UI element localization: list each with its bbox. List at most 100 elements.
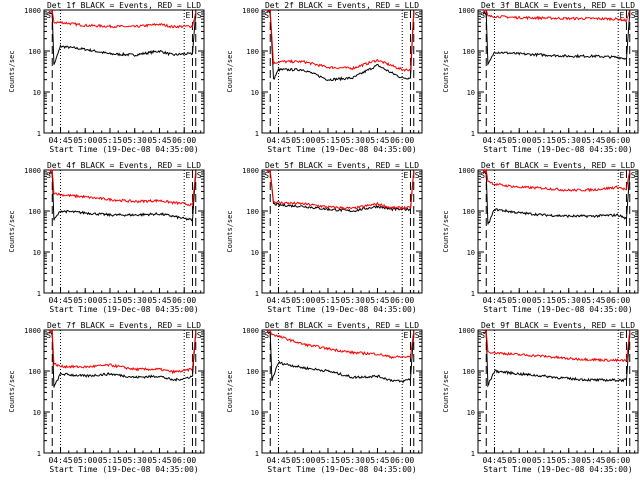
- end-marker: E: [185, 11, 190, 20]
- y-tick-label: 10: [467, 89, 475, 97]
- y-axis-label: Counts/sec: [442, 370, 450, 412]
- x-tick-label: 04:45: [266, 296, 290, 305]
- end-marker: E: [619, 331, 624, 340]
- x-tick-label: 05:45: [581, 136, 605, 145]
- start-marker: S: [264, 171, 269, 180]
- x-tick-label: 05:15: [316, 136, 340, 145]
- x-tick-label: 05:15: [316, 456, 340, 465]
- x-axis-label: Start Time (19-Dec-08 04:35:00): [267, 305, 416, 314]
- x-tick-label: 06:00: [172, 296, 196, 305]
- end-marker: E: [185, 331, 190, 340]
- x-tick-label: 05:00: [73, 136, 97, 145]
- x-tick-label: 05:45: [147, 456, 171, 465]
- start-marker: S: [415, 11, 420, 20]
- y-tick-label: 1: [37, 130, 41, 138]
- lld-series-line: [266, 329, 415, 360]
- start-marker: S: [480, 11, 485, 20]
- y-axis-label: Counts/sec: [226, 50, 234, 92]
- panel-det-4f: Det 4f BLACK = Events, RED = LLD 1 10 100 10…: [8, 161, 205, 314]
- x-tick-label: 05:45: [365, 296, 389, 305]
- x-axis-label: Start Time (19-Dec-08 04:35:00): [49, 305, 198, 314]
- y-tick-label: 100: [462, 208, 475, 216]
- panel-title: Det 8f BLACK = Events, RED = LLD: [265, 321, 419, 330]
- x-tick-label: 05:15: [532, 136, 556, 145]
- x-tick-label: 05:30: [341, 136, 365, 145]
- y-tick-label: 1: [255, 290, 259, 298]
- end-marker: E: [619, 11, 624, 20]
- panel-det-9f: Det 9f BLACK = Events, RED = LLD 1 10 100 10…: [442, 321, 639, 474]
- x-axis-label: Start Time (19-Dec-08 04:35:00): [267, 465, 416, 474]
- plot-frame: [477, 329, 639, 454]
- y-axis-label: Counts/sec: [8, 370, 16, 412]
- y-axis-label: Counts/sec: [442, 50, 450, 92]
- panel-det-8f: Det 8f BLACK = Events, RED = LLD 1 10 100 10…: [226, 321, 423, 474]
- x-tick-label: 05:00: [291, 456, 315, 465]
- end-marker: E: [619, 171, 624, 180]
- x-tick-label: 05:00: [291, 296, 315, 305]
- x-tick-label: 04:45: [266, 136, 290, 145]
- y-tick-label: 100: [462, 48, 475, 56]
- x-tick-label: 05:00: [507, 296, 531, 305]
- x-axis-label: Start Time (19-Dec-08 04:35:00): [483, 145, 632, 154]
- x-tick-label: 05:30: [557, 296, 581, 305]
- y-tick-label: 10: [467, 249, 475, 257]
- plot-frame: [477, 9, 639, 134]
- events-series-line: [48, 331, 197, 388]
- plot-frame: [43, 329, 205, 454]
- end-marker: E: [403, 331, 408, 340]
- start-marker: S: [480, 171, 485, 180]
- start-marker: S: [197, 11, 202, 20]
- y-tick-label: 1: [37, 450, 41, 458]
- y-tick-label: 1000: [458, 7, 475, 15]
- y-tick-label: 1000: [242, 7, 259, 15]
- events-series-line: [266, 170, 415, 213]
- x-tick-label: 04:45: [482, 296, 506, 305]
- events-series-line: [48, 171, 197, 222]
- y-tick-label: 100: [246, 208, 259, 216]
- start-marker: S: [415, 171, 420, 180]
- y-tick-label: 100: [462, 368, 475, 376]
- panel-title: Det 1f BLACK = Events, RED = LLD: [47, 1, 201, 10]
- x-tick-label: 06:00: [390, 456, 414, 465]
- y-tick-label: 1: [471, 290, 475, 298]
- start-marker: S: [46, 11, 51, 20]
- events-series-line: [266, 331, 415, 384]
- x-tick-label: 05:15: [316, 296, 340, 305]
- x-tick-label: 05:15: [532, 456, 556, 465]
- x-tick-label: 05:30: [557, 456, 581, 465]
- panel-title: Det 9f BLACK = Events, RED = LLD: [481, 321, 635, 330]
- x-tick-label: 05:00: [291, 136, 315, 145]
- start-marker: S: [264, 11, 269, 20]
- x-tick-label: 05:45: [581, 296, 605, 305]
- start-marker: S: [631, 171, 636, 180]
- y-axis-label: Counts/sec: [226, 210, 234, 252]
- x-tick-label: 05:30: [341, 456, 365, 465]
- x-tick-label: 05:30: [123, 296, 147, 305]
- x-tick-label: 06:00: [606, 296, 630, 305]
- panel-title: Det 2f BLACK = Events, RED = LLD: [265, 1, 419, 10]
- x-tick-label: 05:15: [98, 456, 122, 465]
- start-marker: S: [197, 171, 202, 180]
- y-tick-label: 1: [37, 290, 41, 298]
- x-axis-label: Start Time (19-Dec-08 04:35:00): [267, 145, 416, 154]
- x-tick-label: 05:00: [73, 296, 97, 305]
- x-tick-label: 05:45: [147, 296, 171, 305]
- events-series-line: [48, 10, 197, 65]
- y-tick-label: 1000: [24, 7, 41, 15]
- y-tick-label: 1000: [24, 167, 41, 175]
- y-tick-label: 100: [28, 208, 41, 216]
- lld-series-line: [482, 168, 631, 193]
- y-tick-label: 10: [251, 409, 259, 417]
- x-tick-label: 04:45: [266, 456, 290, 465]
- start-marker: S: [46, 331, 51, 340]
- x-tick-label: 06:00: [606, 136, 630, 145]
- lld-series-line: [482, 9, 631, 22]
- panel-title: Det 5f BLACK = Events, RED = LLD: [265, 161, 419, 170]
- panel-det-2f: Det 2f BLACK = Events, RED = LLD 1 10 100 10…: [226, 1, 423, 154]
- y-axis-label: Counts/sec: [442, 210, 450, 252]
- events-series-line: [482, 330, 631, 388]
- y-tick-label: 10: [251, 89, 259, 97]
- y-tick-label: 10: [33, 89, 41, 97]
- y-axis-label: Counts/sec: [8, 50, 16, 92]
